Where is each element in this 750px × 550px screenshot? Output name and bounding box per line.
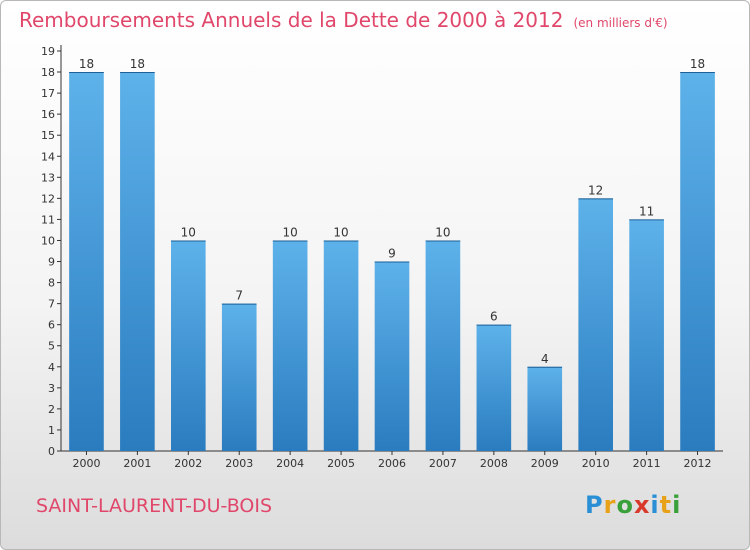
data-label: 18: [130, 57, 145, 71]
y-tick-label: 1: [48, 424, 55, 437]
logo-letter: r: [603, 491, 617, 519]
y-tick-label: 9: [48, 256, 55, 269]
data-label: 11: [639, 204, 654, 218]
x-tick-label: 2002: [174, 457, 202, 470]
logo-letter: i: [672, 491, 682, 519]
x-tick-label: 2008: [480, 457, 508, 470]
logo-letter: P: [585, 491, 604, 519]
y-tick-label: 11: [41, 213, 55, 226]
bar: [629, 219, 664, 451]
data-label: 12: [588, 183, 603, 197]
logo-letter: i: [650, 491, 660, 519]
data-label: 7: [235, 289, 243, 303]
y-tick-label: 13: [41, 171, 55, 184]
x-tick-label: 2010: [582, 457, 610, 470]
bar: [425, 240, 461, 451]
y-tick-label: 16: [41, 108, 55, 121]
x-tick-label: 2000: [72, 457, 100, 470]
proxiti-logo: Proxiti: [585, 491, 681, 519]
data-label: 4: [541, 352, 549, 366]
data-label: 18: [79, 57, 94, 71]
chart-title: Remboursements Annuels de la Dette de 20…: [19, 8, 668, 32]
bar: [374, 261, 410, 451]
y-tick-label: 14: [41, 150, 55, 163]
bar: [323, 240, 359, 451]
bar: [680, 72, 715, 451]
data-label: 10: [435, 225, 450, 239]
x-tick-label: 2005: [327, 457, 355, 470]
bar: [527, 366, 563, 451]
y-tick-label: 18: [41, 66, 55, 79]
town-name: SAINT-LAURENT-DU-BOIS: [36, 495, 273, 517]
data-label: 6: [490, 310, 498, 324]
x-tick-label: 2009: [531, 457, 559, 470]
data-label: 18: [690, 57, 705, 71]
x-tick-label: 2007: [429, 457, 457, 470]
x-tick-label: 2012: [684, 457, 712, 470]
logo-letter: o: [616, 491, 634, 519]
y-tick-label: 17: [41, 87, 55, 100]
data-label: 10: [181, 225, 196, 239]
bar: [221, 303, 257, 451]
y-tick-label: 19: [41, 45, 55, 58]
bar: [272, 240, 308, 451]
x-tick-label: 2001: [123, 457, 151, 470]
y-tick-label: 5: [48, 340, 55, 353]
y-tick-label: 6: [48, 319, 55, 332]
bar: [69, 72, 104, 451]
x-tick-label: 2004: [276, 457, 304, 470]
bar: [170, 240, 206, 451]
data-label: 10: [283, 225, 298, 239]
x-tick-label: 2006: [378, 457, 406, 470]
logo-letter: t: [659, 491, 673, 519]
logo-letter: x: [633, 491, 651, 519]
y-tick-label: 15: [41, 129, 55, 142]
chart-unit-label: (en milliers d'€): [573, 16, 668, 30]
y-tick-label: 0: [48, 445, 55, 458]
y-tick-label: 7: [48, 298, 55, 311]
y-tick-label: 8: [48, 277, 55, 290]
data-label: 9: [388, 247, 396, 261]
y-tick-label: 10: [41, 234, 55, 247]
x-tick-label: 2011: [633, 457, 661, 470]
bar: [476, 324, 512, 451]
bar: [578, 198, 614, 451]
y-tick-label: 3: [48, 382, 55, 395]
bar: [120, 72, 155, 451]
y-tick-label: 2: [48, 403, 55, 416]
chart-title-text: Remboursements Annuels de la Dette de 20…: [19, 8, 564, 32]
x-tick-label: 2003: [225, 457, 253, 470]
data-label: 10: [333, 225, 348, 239]
y-tick-label: 12: [41, 192, 55, 205]
y-tick-label: 4: [48, 361, 55, 374]
